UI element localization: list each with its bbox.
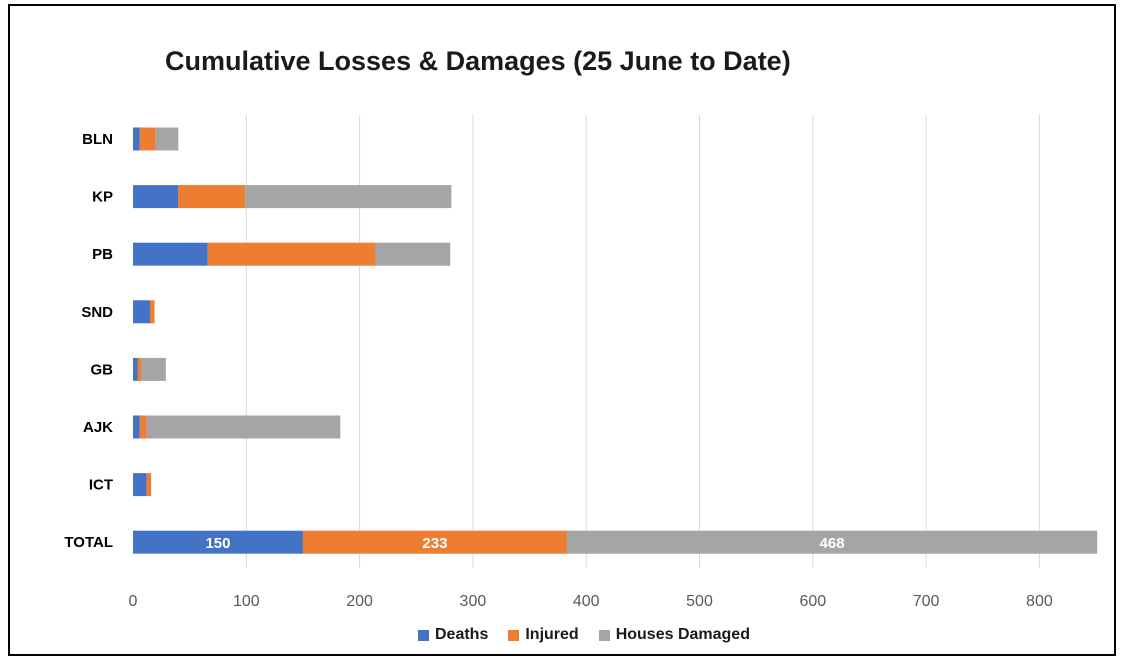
bar-segment-deaths [133, 473, 147, 497]
legend-swatch-injured [508, 629, 520, 641]
legend-label-deaths: Deaths [435, 626, 489, 643]
legend-item-deaths: Deaths [418, 626, 488, 644]
bar-segment-injured [178, 185, 246, 209]
category-label: AJK [83, 419, 113, 436]
legend-item-injured: Injured [508, 626, 579, 644]
bar-segment-injured [146, 473, 152, 497]
x-tick-label: 700 [913, 593, 940, 610]
data-label: 150 [205, 535, 230, 552]
category-label: KP [92, 189, 113, 206]
x-tick-label: 400 [573, 593, 600, 610]
category-label: SND [81, 304, 113, 321]
bar-segment-houses-damaged [245, 185, 452, 209]
category-label: ICT [89, 477, 113, 494]
bar-segment-injured [302, 530, 567, 554]
bar-segment-deaths [133, 300, 150, 324]
legend-label-injured: Injured [525, 626, 579, 643]
bar-segment-deaths [133, 185, 179, 209]
bar-segment-deaths [133, 415, 140, 439]
chart-legend: Deaths Injured Houses Damaged [418, 626, 750, 644]
x-tick-label: 800 [1026, 593, 1053, 610]
x-tick-label: 600 [799, 593, 826, 610]
bar-segment-injured [207, 242, 376, 266]
category-label: BLN [82, 131, 113, 148]
bar-segment-injured [139, 415, 147, 439]
bar-segment-houses-damaged [146, 415, 341, 439]
x-tick-label: 0 [129, 593, 138, 610]
legend-swatch-deaths [418, 629, 429, 641]
data-label: 468 [820, 535, 845, 552]
bar-segment-deaths [133, 357, 138, 381]
bar-segment-injured [149, 300, 155, 324]
bar-segment-houses-damaged [375, 242, 451, 266]
bar-segment-deaths [133, 530, 303, 554]
bar-segment-injured [139, 127, 156, 151]
legend-item-houses-damaged: Houses Damaged [598, 626, 750, 644]
x-tick-label: 300 [460, 593, 487, 610]
category-label: PB [92, 246, 113, 263]
category-label: TOTAL [64, 534, 113, 551]
bar-segment-houses-damaged [566, 530, 1098, 554]
data-label: 233 [422, 535, 447, 552]
legend-label-houses-damaged: Houses Damaged [615, 626, 750, 643]
legend-swatch-houses-damaged [598, 629, 610, 641]
category-label: GB [91, 361, 114, 378]
bar-segment-deaths [133, 242, 208, 266]
x-tick-label: 500 [686, 593, 713, 610]
chart-title: Cumulative Losses & Damages (25 June to … [165, 46, 791, 76]
bar-segment-injured [137, 357, 141, 381]
bar-segment-houses-damaged [140, 357, 166, 381]
x-tick-label: 100 [233, 593, 260, 610]
bar-segment-houses-damaged [155, 127, 179, 151]
bar-segment-deaths [133, 127, 140, 151]
x-tick-label: 200 [346, 593, 373, 610]
